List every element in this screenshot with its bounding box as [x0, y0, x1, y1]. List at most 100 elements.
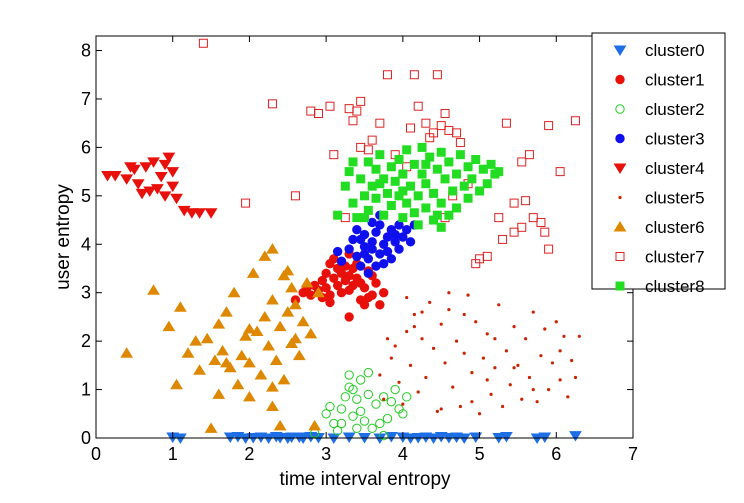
- series-cluster4: [101, 152, 218, 219]
- data-point-cluster0: [569, 431, 582, 442]
- data-point-cluster3: [390, 229, 400, 240]
- legend-entry-cluster8: cluster8: [615, 277, 705, 296]
- series-cluster1: [290, 249, 389, 322]
- data-point-cluster6: [312, 286, 325, 298]
- data-point-cluster5: [447, 291, 451, 295]
- data-point-cluster5: [408, 363, 413, 367]
- data-point-cluster8: [398, 169, 408, 179]
- data-point-cluster5: [493, 366, 497, 370]
- data-point-cluster8: [379, 210, 389, 220]
- data-point-cluster7: [348, 116, 358, 126]
- data-point-cluster7: [440, 108, 450, 118]
- data-point-cluster8: [398, 213, 408, 223]
- data-point-cluster6: [258, 250, 272, 261]
- data-point-cluster6: [227, 286, 241, 298]
- y-tick-label: 2: [81, 331, 91, 351]
- data-point-cluster5: [508, 383, 512, 387]
- data-point-cluster5: [382, 397, 386, 401]
- data-point-cluster8: [413, 191, 423, 201]
- y-tick-label: 5: [81, 186, 91, 206]
- data-point-cluster2: [390, 384, 400, 395]
- data-point-cluster8: [463, 162, 473, 172]
- data-point-cluster7: [329, 150, 339, 160]
- data-point-cluster8: [383, 188, 393, 198]
- data-point-cluster7: [544, 121, 554, 131]
- data-point-cluster8: [360, 191, 369, 201]
- data-point-cluster1: [329, 273, 339, 283]
- data-point-cluster5: [566, 395, 570, 399]
- data-point-cluster7: [452, 128, 462, 138]
- data-point-cluster8: [436, 222, 446, 232]
- legend-entry-cluster0: cluster0: [613, 41, 705, 60]
- data-point-cluster6: [243, 323, 256, 334]
- legend-marker-cluster7: [615, 252, 625, 261]
- data-point-cluster6: [273, 320, 287, 332]
- y-tick-label: 1: [81, 380, 91, 400]
- data-point-cluster8: [348, 157, 358, 167]
- data-point-cluster5: [489, 392, 493, 397]
- data-point-cluster3: [375, 220, 385, 230]
- data-point-cluster2: [336, 418, 347, 429]
- data-point-cluster0: [384, 432, 398, 443]
- data-point-cluster4: [162, 152, 176, 164]
- data-point-cluster8: [444, 157, 454, 167]
- data-point-cluster6: [162, 320, 176, 332]
- data-point-cluster6: [231, 378, 245, 390]
- x-tick-label: 6: [551, 444, 561, 464]
- data-point-cluster8: [467, 174, 477, 184]
- data-point-cluster6: [281, 264, 295, 276]
- data-point-cluster7: [444, 125, 454, 135]
- data-point-cluster5: [439, 322, 443, 326]
- data-point-cluster7: [241, 198, 251, 208]
- data-point-cluster3: [378, 239, 389, 249]
- data-point-cluster7: [509, 198, 519, 208]
- data-point-cluster4: [101, 170, 114, 182]
- data-point-cluster6: [243, 356, 256, 368]
- data-point-cluster5: [577, 334, 581, 338]
- axes: 0 1 2 3 4 5 6 7 0 1 2 3 4 5 6 7 8: [81, 36, 638, 464]
- data-point-cluster4: [124, 162, 137, 173]
- x-tick-label: 7: [628, 444, 638, 464]
- data-point-cluster1: [317, 275, 328, 286]
- data-point-cluster8: [344, 167, 354, 177]
- legend-label-cluster3: cluster3: [645, 130, 705, 149]
- data-point-cluster6: [120, 347, 134, 358]
- legend-marker-cluster5: [618, 195, 622, 200]
- data-point-cluster4: [147, 157, 160, 168]
- data-point-cluster5: [416, 390, 420, 394]
- data-point-cluster8: [356, 174, 366, 184]
- data-point-cluster8: [459, 181, 469, 191]
- series-cluster6: [120, 243, 325, 433]
- x-axis-label: time interval entropy: [279, 469, 451, 490]
- legend-label-cluster5: cluster5: [645, 189, 705, 208]
- data-point-cluster6: [189, 335, 203, 346]
- legend-marker-cluster2: [615, 104, 625, 114]
- data-point-cluster5: [474, 320, 478, 324]
- data-point-cluster6: [208, 354, 222, 366]
- data-point-cluster7: [498, 234, 508, 244]
- data-point-cluster6: [216, 344, 229, 356]
- data-point-cluster5: [470, 371, 474, 375]
- data-point-cluster2: [371, 399, 381, 409]
- data-point-cluster8: [413, 220, 423, 230]
- x-tick-label: 3: [321, 444, 331, 464]
- data-point-cluster5: [420, 310, 424, 314]
- data-point-cluster5: [550, 361, 555, 365]
- data-point-cluster6: [147, 284, 160, 295]
- data-point-cluster5: [378, 373, 382, 377]
- legend-label-cluster2: cluster2: [645, 100, 705, 119]
- data-point-cluster2: [325, 401, 335, 412]
- data-point-cluster6: [220, 306, 233, 317]
- data-point-cluster3: [352, 251, 362, 262]
- data-point-cluster5: [454, 339, 459, 343]
- data-point-cluster6: [204, 422, 218, 433]
- data-point-cluster4: [166, 181, 180, 193]
- data-point-cluster5: [420, 337, 424, 341]
- data-point-cluster2: [348, 411, 358, 421]
- data-point-cluster8: [409, 159, 419, 169]
- series-cluster2: [309, 367, 412, 441]
- data-point-cluster5: [535, 400, 539, 404]
- data-point-cluster6: [277, 373, 291, 385]
- data-point-cluster3: [401, 225, 412, 235]
